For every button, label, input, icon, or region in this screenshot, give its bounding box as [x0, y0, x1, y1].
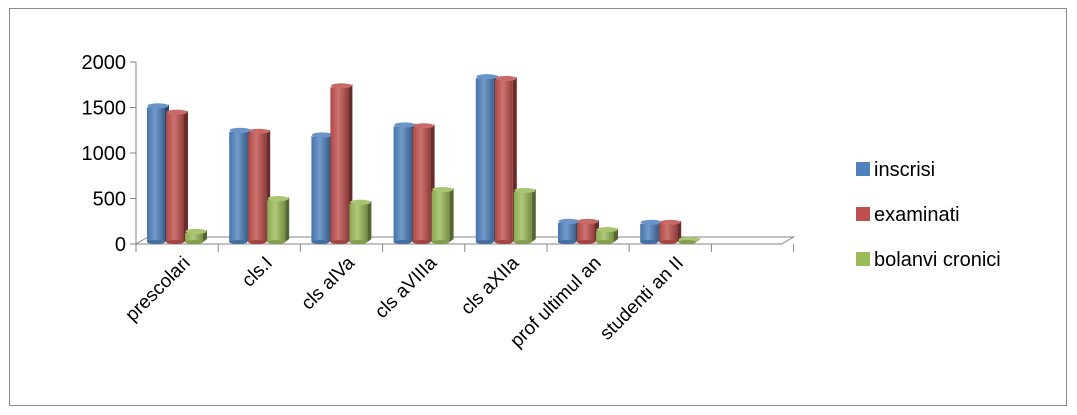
x-tick-label: prescolari [122, 253, 195, 326]
x-tick-label: cls aIVa [297, 252, 359, 314]
legend-item-examinati: examinati [856, 204, 960, 226]
legend-item-bolanvi-cronici: bolanvi cronici [856, 249, 1001, 271]
bar-examinati-1 [248, 128, 271, 244]
x-tick-label: studenti an II [596, 253, 688, 345]
bar-inscrisi-5 [558, 218, 580, 244]
y-tick-label: 0 [115, 234, 126, 256]
bar-inscrisi-3 [393, 122, 416, 244]
bar-examinati-5 [577, 218, 599, 244]
bar-inscrisi-6 [640, 219, 663, 244]
bar-examinati-4 [494, 75, 517, 244]
bar-inscrisi-4 [475, 74, 498, 244]
legend-label: examinati [874, 204, 960, 226]
x-axis: prescolari cls.I cls aIVa cls aVIIIa cls aXI… [122, 244, 795, 352]
bar-bolanvi-cronici-2 [349, 199, 372, 244]
y-tick-label: 1500 [82, 98, 127, 120]
chart-floor [134, 236, 796, 245]
bar-bolanvi-cronici-0 [185, 228, 207, 244]
bars [147, 74, 701, 244]
bar-inscrisi-0 [147, 103, 169, 244]
y-axis: 0 500 1000 1500 2000 [82, 52, 137, 256]
x-tick-label: cls.I [238, 253, 277, 292]
bar-examinati-3 [412, 123, 435, 244]
bar-bolanvi-cronici-3 [431, 186, 454, 244]
legend-label: inscrisi [874, 159, 935, 181]
bar-bolanvi-cronici-1 [267, 196, 290, 244]
y-tick-label: 1000 [82, 143, 127, 165]
legend-item-inscrisi: inscrisi [856, 159, 935, 181]
bar-bolanvi-cronici-4 [513, 187, 536, 244]
x-tick-label: cls aXIIa [457, 252, 524, 319]
x-tick-label: cls aVIIIa [371, 252, 441, 322]
legend-swatch [856, 207, 870, 221]
legend-label: bolanvi cronici [874, 249, 1001, 271]
bar-bolanvi-cronici-5 [596, 226, 618, 244]
bar-examinati-6 [659, 219, 682, 244]
y-tick-label: 2000 [82, 52, 127, 74]
legend-swatch [856, 252, 870, 266]
bar-bolanvi-cronici-6 [678, 236, 701, 244]
y-tick-label: 500 [93, 189, 126, 211]
floor-plane [134, 236, 796, 245]
bar-examinati-0 [166, 109, 188, 244]
bar-inscrisi-2 [311, 132, 334, 244]
legend-swatch [856, 162, 870, 176]
bar-inscrisi-1 [229, 127, 252, 244]
legend: inscrisi examinati bolanvi cronici [856, 159, 1001, 271]
bar-examinati-2 [330, 83, 353, 244]
